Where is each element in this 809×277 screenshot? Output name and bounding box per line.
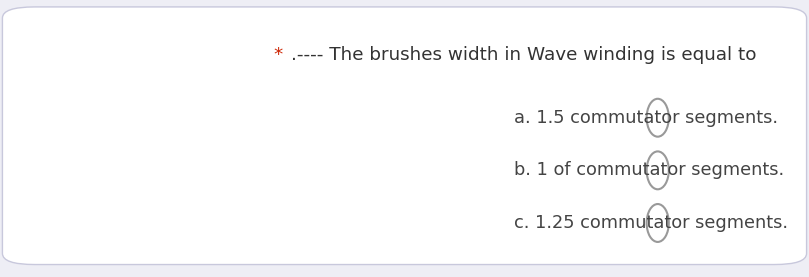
Text: c. 1.25 commutator segments.: c. 1.25 commutator segments. bbox=[514, 214, 788, 232]
Text: b. 1 of commutator segments.: b. 1 of commutator segments. bbox=[514, 161, 784, 179]
Circle shape bbox=[646, 99, 669, 137]
Text: a. 1.5 commutator segments.: a. 1.5 commutator segments. bbox=[514, 109, 777, 127]
Circle shape bbox=[646, 204, 669, 242]
Circle shape bbox=[646, 152, 669, 189]
Text: *: * bbox=[274, 47, 290, 64]
Text: .---- The brushes width in Wave winding is equal to: .---- The brushes width in Wave winding … bbox=[291, 47, 756, 64]
